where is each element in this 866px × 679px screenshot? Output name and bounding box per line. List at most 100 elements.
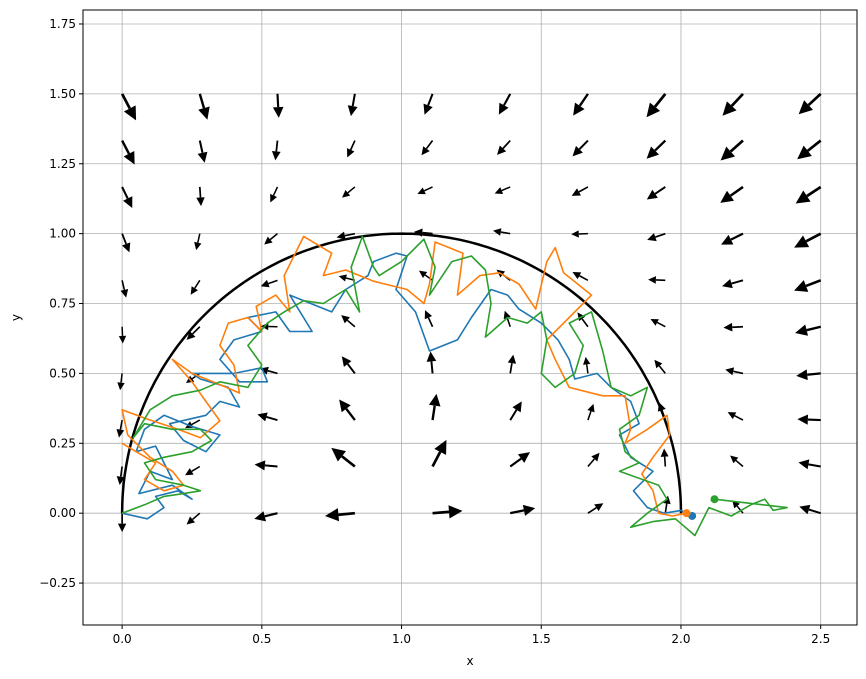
field-arrow-head (325, 508, 340, 522)
field-arrow-shaft (578, 186, 589, 193)
field-arrow-shaft (191, 419, 201, 426)
y-tick-label: 0.25 (49, 436, 76, 450)
field-arrow-shaft (736, 505, 744, 514)
field-arrow-shaft (805, 232, 822, 243)
field-arrow-shaft (502, 139, 511, 150)
y-tick-label: 0.00 (49, 506, 76, 520)
field-arrow-shaft (198, 186, 202, 198)
field-arrow-shaft (191, 465, 201, 472)
field-arrow-shaft (808, 463, 821, 468)
field-arrow-head (264, 236, 273, 245)
field-arrow-head (650, 318, 659, 326)
field-arrow-shaft (663, 456, 667, 467)
field-arrow-shaft (578, 93, 589, 107)
field-arrow-head (497, 145, 507, 155)
y-tick-label: −0.25 (39, 576, 76, 590)
field-arrow-shaft (119, 419, 123, 430)
field-arrow-shaft (806, 139, 822, 152)
field-arrow-shaft (654, 139, 667, 152)
field-arrow-head (272, 106, 284, 118)
series-end-marker-2 (682, 509, 691, 518)
field-arrow-head (594, 503, 604, 512)
field-arrow-shaft (654, 186, 666, 195)
field-arrow-shaft (268, 279, 278, 285)
field-arrow-head (799, 504, 811, 515)
field-arrow-head (271, 150, 281, 161)
field-arrow-shaft (432, 510, 450, 515)
field-arrow-head (339, 399, 351, 413)
field-arrow-head (498, 102, 509, 115)
y-tick-label: 1.75 (49, 17, 76, 31)
field-arrow-shaft (733, 370, 744, 375)
x-tick-label: 2.5 (811, 632, 830, 646)
field-arrow-head (424, 310, 433, 320)
field-arrow-shaft (198, 140, 204, 153)
field-arrow-shaft (732, 325, 744, 329)
field-arrow-shaft (424, 274, 433, 281)
field-arrow-shaft (430, 361, 434, 374)
field-arrow-head (591, 452, 600, 462)
field-arrow-head (186, 516, 196, 525)
field-arrow-shaft (344, 232, 356, 237)
field-arrow-shaft (120, 373, 123, 383)
field-arrow-shaft (351, 93, 356, 107)
field-arrow-head (418, 270, 428, 278)
series-end-marker-3 (710, 495, 719, 504)
axes-frame (82, 9, 858, 626)
field-arrow-head (507, 354, 517, 364)
field-arrow-shaft (197, 233, 201, 243)
x-tick-label: 1.0 (392, 632, 411, 646)
field-arrow-head (797, 414, 809, 425)
field-arrow-head (517, 452, 531, 463)
plot-area (116, 92, 822, 537)
field-arrow-head (257, 412, 268, 422)
field-arrow-shaft (807, 92, 822, 107)
field-arrow-head (727, 412, 737, 420)
field-arrow-head (338, 274, 347, 282)
field-arrow-head (720, 190, 734, 203)
field-arrow-shaft (578, 139, 589, 150)
field-arrow-head (198, 106, 210, 120)
field-arrow-head (725, 367, 735, 376)
field-arrow-head (494, 187, 504, 194)
series-line-3 (121, 235, 788, 537)
field-arrow-shaft (509, 409, 518, 421)
field-arrow-shaft (731, 279, 744, 285)
field-arrow-head (347, 105, 358, 117)
field-arrow-shaft (431, 451, 442, 468)
field-arrow-head (331, 447, 347, 462)
field-arrow-shaft (338, 511, 356, 517)
field-arrow-head (197, 151, 208, 163)
field-arrow-head (493, 228, 502, 236)
field-arrow-head (795, 190, 811, 204)
field-arrow-head (646, 189, 658, 200)
field-arrow-head (254, 511, 266, 522)
field-arrow-head (722, 278, 733, 289)
y-tick-label: 0.75 (49, 297, 76, 311)
field-arrow-shaft (730, 232, 744, 241)
field-arrow-shaft (735, 459, 744, 468)
field-arrow-head (572, 272, 582, 280)
field-arrow-shaft (729, 139, 744, 153)
field-arrow-shaft (198, 93, 206, 109)
field-arrow-head (341, 315, 350, 324)
field-arrow-head (186, 331, 196, 340)
field-arrow-shaft (806, 185, 822, 198)
field-arrow-head (796, 369, 808, 381)
field-arrow-head (583, 356, 591, 365)
field-arrow-head (587, 403, 595, 413)
field-arrow-shaft (269, 233, 278, 241)
field-arrow-shaft (656, 321, 666, 328)
field-arrow-shaft (266, 416, 278, 421)
y-tick-label: 1.00 (49, 227, 76, 241)
field-arrow-shaft (427, 317, 434, 328)
field-arrow-shaft (194, 279, 201, 289)
field-arrow-shaft (275, 140, 279, 152)
field-arrow-shaft (664, 503, 668, 514)
series-line-2 (121, 235, 687, 517)
field-arrow-head (122, 242, 131, 253)
field-arrow-shaft (422, 231, 433, 235)
field-arrow-shaft (501, 186, 511, 192)
x-tick-label: 0.0 (113, 632, 132, 646)
field-arrow-shaft (423, 186, 433, 192)
